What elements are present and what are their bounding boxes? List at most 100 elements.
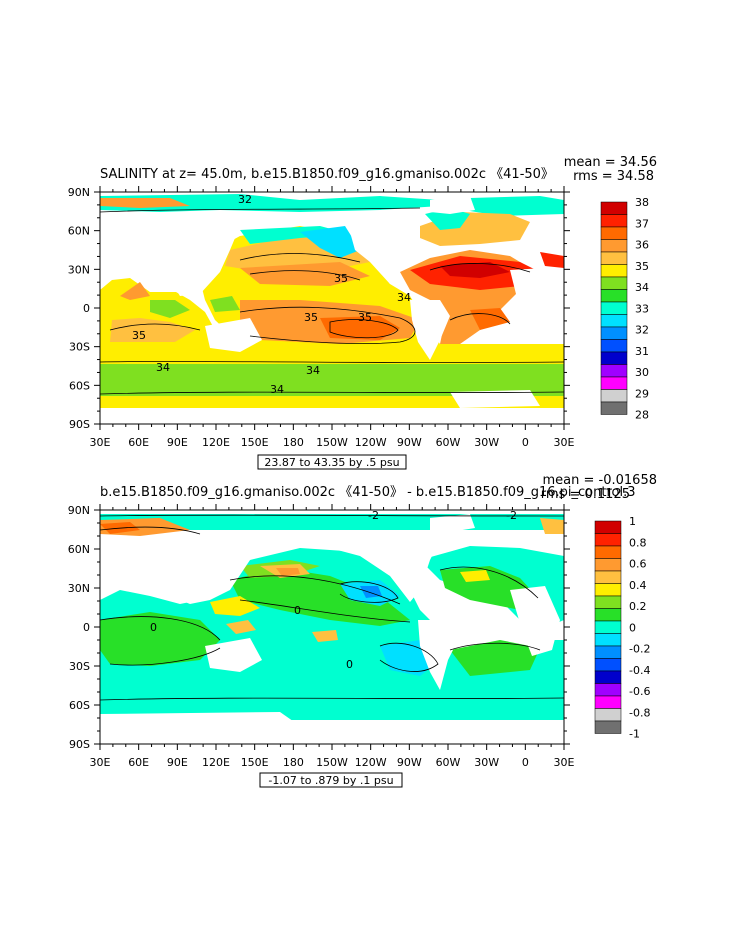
colorbar-swatch [600,339,628,353]
colorbar-label: 0.2 [629,600,647,613]
colorbar-swatch [594,620,622,634]
colorbar-swatch [594,633,622,647]
indonesian-max [226,620,256,634]
mean-readout: mean = -0.01658 [543,473,657,488]
longitude-axis: 30E 60E 90E 120E 150E 180 150W 120W 90W 60W 30W 0 30… [90,436,575,449]
colorbar-swatch [594,683,622,697]
lat-tick-label: 30N [68,263,90,276]
north-america-landmass [330,530,440,602]
east-antarctica-edge [100,712,300,726]
africa-landmass [510,586,560,656]
greenland-landmass [430,196,475,214]
range-label: -1.07 to .879 by .1 psu [268,774,393,787]
map-field [100,192,564,424]
lon-tick-label: 90W [397,436,422,449]
latitude-axis: 90N 60N 30N 0 30S 60S 90S [68,504,90,751]
indian-ocean-subtropical [110,318,195,342]
colorbar-label: -0.6 [629,685,650,698]
lat-tick-label: 90S [69,738,90,751]
colorbar-swatch [594,570,622,584]
mean-readout: mean = 34.56 [564,155,657,170]
range-label: 23.87 to 43.35 by .5 psu [264,456,399,469]
lon-tick-label: 150W [316,756,348,769]
north-america-landmass [350,220,420,284]
lat-tick-label: 0 [83,302,90,315]
panel-title: SALINITY at z= 45.0m, b.e15.B1850.f09_g1… [100,167,554,182]
north-atlantic-core [440,262,510,278]
contour-label: 35 [304,311,318,324]
bay-of-bengal [150,300,190,318]
lon-tick-label: 30E [90,756,111,769]
contour-label-group: 32 35 35 35 35 34 34 34 34 [132,193,411,396]
axis-ticks [94,504,570,750]
lon-tick-label: 30W [474,756,499,769]
lon-tick-label: 150W [316,436,348,449]
longitude-axis: 30E 60E 90E 120E 150E 180 150W 120W 90W 60W 30W 0 30… [90,756,575,769]
greenland-landmass [430,514,475,532]
colorbar-label: 29 [635,387,649,400]
colorbar-swatch [594,608,622,622]
colorbar-swatch [594,520,622,534]
colorbar-swatch [594,658,622,672]
lon-tick-label: 0 [522,436,529,449]
contour-label: -2 [506,509,517,522]
africa-landmass [510,268,560,336]
colorbar-label: 35 [635,260,649,273]
lon-tick-label: 30E [554,436,575,449]
arctic-coastal-patch [100,198,190,208]
range-box [259,772,403,788]
colorbar-swatch [600,201,628,215]
colorbar-label: -0.2 [629,643,650,656]
lat-tick-label: 60S [69,379,90,392]
lat-tick-label: 0 [83,621,90,634]
colorbar-swatch [594,583,622,597]
colorbar-label: 36 [635,239,649,252]
colorbar-label: -0.8 [629,706,650,719]
indian-ocean-positive [100,612,220,666]
colorbar-label: 0 [629,621,636,634]
contour-label: 0 [346,658,353,671]
lon-tick-label: 180 [283,756,304,769]
contour-label: -2 [368,509,379,522]
colorbar-swatch [600,251,628,265]
lat-tick-label: 30N [68,582,90,595]
rms-readout: rms = 34.58 [573,169,654,184]
lon-tick-label: 120W [355,436,387,449]
axis-ticks [94,186,570,430]
colorbar-label: -1 [629,728,640,741]
south-atlantic-positive [450,640,540,676]
rms-readout: rms = 0.1125 [541,487,630,502]
asia-landmass [140,220,240,296]
contour-label: 34 [156,361,170,374]
lon-tick-label: 60W [436,756,461,769]
kuroshio-core [276,568,300,576]
colorbar-label: 28 [635,409,649,422]
lat-tick-label: 60N [68,543,90,556]
colorbar-label: 32 [635,324,649,337]
north-pacific-max [240,262,370,286]
lat-tick-label: 60S [69,699,90,712]
colorbar-swatch [594,695,622,709]
lon-tick-label: 180 [283,436,304,449]
colorbar-swatch [600,314,628,328]
lon-tick-label: 30E [554,756,575,769]
colorbar-swatch [594,533,622,547]
labrador-sea [425,208,470,230]
colorbar-swatch [600,351,628,365]
colorbar-label: 31 [635,345,649,358]
colorbar: 38 37 36 35 34 33 32 31 30 29 28 [600,196,649,422]
mediterranean [540,252,564,268]
lon-tick-label: 30W [474,436,499,449]
colorbar-swatch [600,389,628,403]
contour-label: 0 [294,604,301,617]
lon-tick-label: 120W [355,756,387,769]
range-box [257,454,407,470]
lon-tick-label: 120E [202,436,230,449]
colorbar-label: 0.6 [629,558,647,571]
south-america-landmass [410,300,450,360]
contour-label: 34 [397,291,411,304]
contour-label: 0 [150,621,157,634]
colorbar-swatch [600,264,628,278]
colorbar-label: 33 [635,302,649,315]
